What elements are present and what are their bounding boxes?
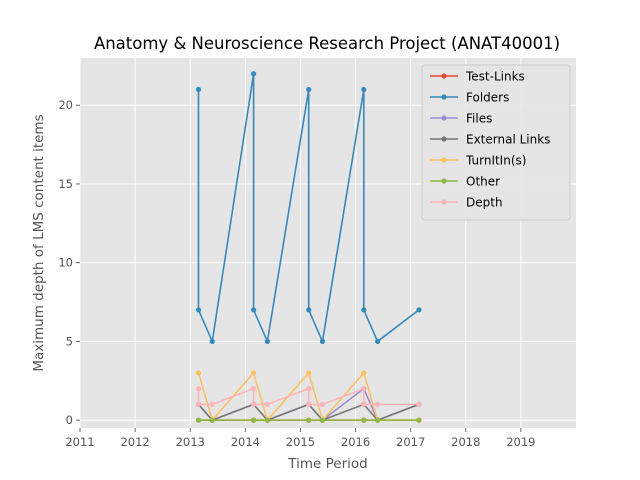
- legend-marker: [441, 94, 447, 100]
- y-axis: 0 5 10 15 20: [58, 98, 80, 427]
- data-point: [361, 417, 367, 423]
- legend-label: External Links: [466, 133, 550, 147]
- data-point: [195, 417, 202, 423]
- y-tick-label: 20: [58, 98, 73, 112]
- data-point: [251, 401, 257, 407]
- data-point: [251, 417, 257, 423]
- data-point: [195, 401, 202, 407]
- data-point: [319, 338, 326, 344]
- legend-marker: [441, 157, 447, 163]
- data-point: [209, 338, 215, 344]
- data-point: [306, 417, 312, 423]
- x-tick-label: 2012: [120, 435, 149, 449]
- data-point: [375, 401, 381, 407]
- x-tick-label: 2018: [451, 435, 480, 449]
- data-point: [209, 417, 215, 423]
- legend-marker: [441, 115, 447, 121]
- x-tick-label: 2014: [231, 435, 260, 449]
- legend-marker: [441, 199, 447, 205]
- legend-label: Depth: [466, 196, 503, 210]
- legend: Test-Links Folders Files External Links Turn…: [421, 64, 571, 221]
- data-point: [306, 401, 312, 407]
- legend-label: Folders: [466, 91, 509, 105]
- data-point: [264, 401, 270, 407]
- legend-label: Files: [466, 112, 492, 126]
- data-point: [251, 307, 257, 313]
- data-point: [361, 401, 367, 407]
- data-point: [251, 71, 257, 77]
- x-tick-label: 2019: [506, 435, 535, 449]
- y-tick-label: 0: [66, 413, 73, 427]
- data-point: [319, 417, 326, 423]
- data-point: [264, 417, 270, 423]
- data-point: [195, 386, 202, 392]
- legend-label: Other: [466, 175, 500, 189]
- data-point: [416, 401, 422, 407]
- legend-box: [421, 64, 571, 221]
- data-point: [361, 307, 367, 313]
- series-1: [195, 71, 422, 344]
- data-point: [195, 86, 202, 93]
- chart-title: Anatomy & Neuroscience Research Project …: [94, 34, 560, 53]
- legend-label: Test-Links: [465, 70, 525, 84]
- series-6: [195, 386, 422, 407]
- x-tick-label: 2013: [176, 435, 205, 449]
- legend-marker: [441, 136, 447, 142]
- data-point: [319, 401, 326, 407]
- data-point: [416, 417, 422, 423]
- data-point: [306, 307, 312, 313]
- data-point: [361, 386, 367, 392]
- x-axis-label: Time Period: [287, 456, 367, 472]
- x-tick-label: 2011: [65, 435, 94, 449]
- data-point: [375, 338, 381, 344]
- data-point: [416, 307, 422, 313]
- x-axis: 2011 2012 2013 2014 2015 2016 2017 2018 2019: [65, 428, 536, 449]
- legend-marker: [441, 178, 447, 184]
- data-point: [209, 401, 215, 407]
- data-point: [251, 370, 257, 376]
- x-tick-label: 2015: [286, 435, 315, 449]
- data-point: [306, 370, 312, 376]
- series-5: [195, 417, 422, 423]
- data-point: [195, 307, 202, 313]
- data-point: [264, 338, 270, 344]
- x-tick-label: 2017: [396, 435, 425, 449]
- y-tick-label: 15: [58, 177, 73, 191]
- data-point: [361, 86, 367, 93]
- data-point: [251, 386, 257, 392]
- y-tick-label: 5: [66, 334, 73, 348]
- data-point: [306, 86, 312, 93]
- data-point: [306, 386, 312, 392]
- series-layer: [195, 71, 422, 423]
- legend-label: TurnItIn(s): [465, 154, 526, 168]
- y-axis-label: Maximum depth of LMS content items: [31, 114, 47, 371]
- data-point: [361, 370, 367, 376]
- y-tick-label: 10: [58, 256, 73, 270]
- legend-marker: [441, 73, 447, 79]
- x-tick-label: 2016: [341, 435, 370, 449]
- data-point: [375, 417, 381, 423]
- data-point: [195, 370, 202, 376]
